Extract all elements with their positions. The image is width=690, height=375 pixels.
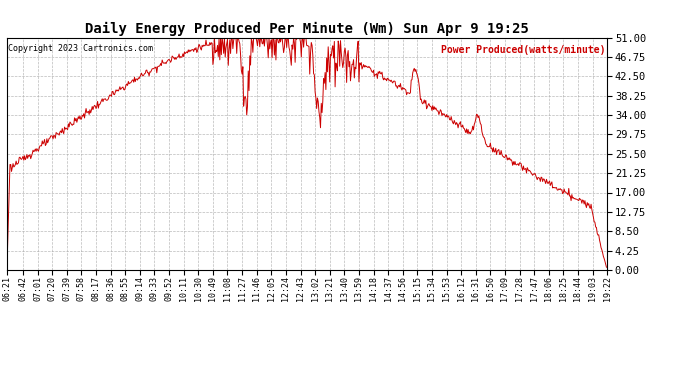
Text: Power Produced(watts/minute): Power Produced(watts/minute): [442, 45, 606, 54]
Title: Daily Energy Produced Per Minute (Wm) Sun Apr 9 19:25: Daily Energy Produced Per Minute (Wm) Su…: [85, 22, 529, 36]
Text: Copyright 2023 Cartronics.com: Copyright 2023 Cartronics.com: [8, 45, 153, 54]
